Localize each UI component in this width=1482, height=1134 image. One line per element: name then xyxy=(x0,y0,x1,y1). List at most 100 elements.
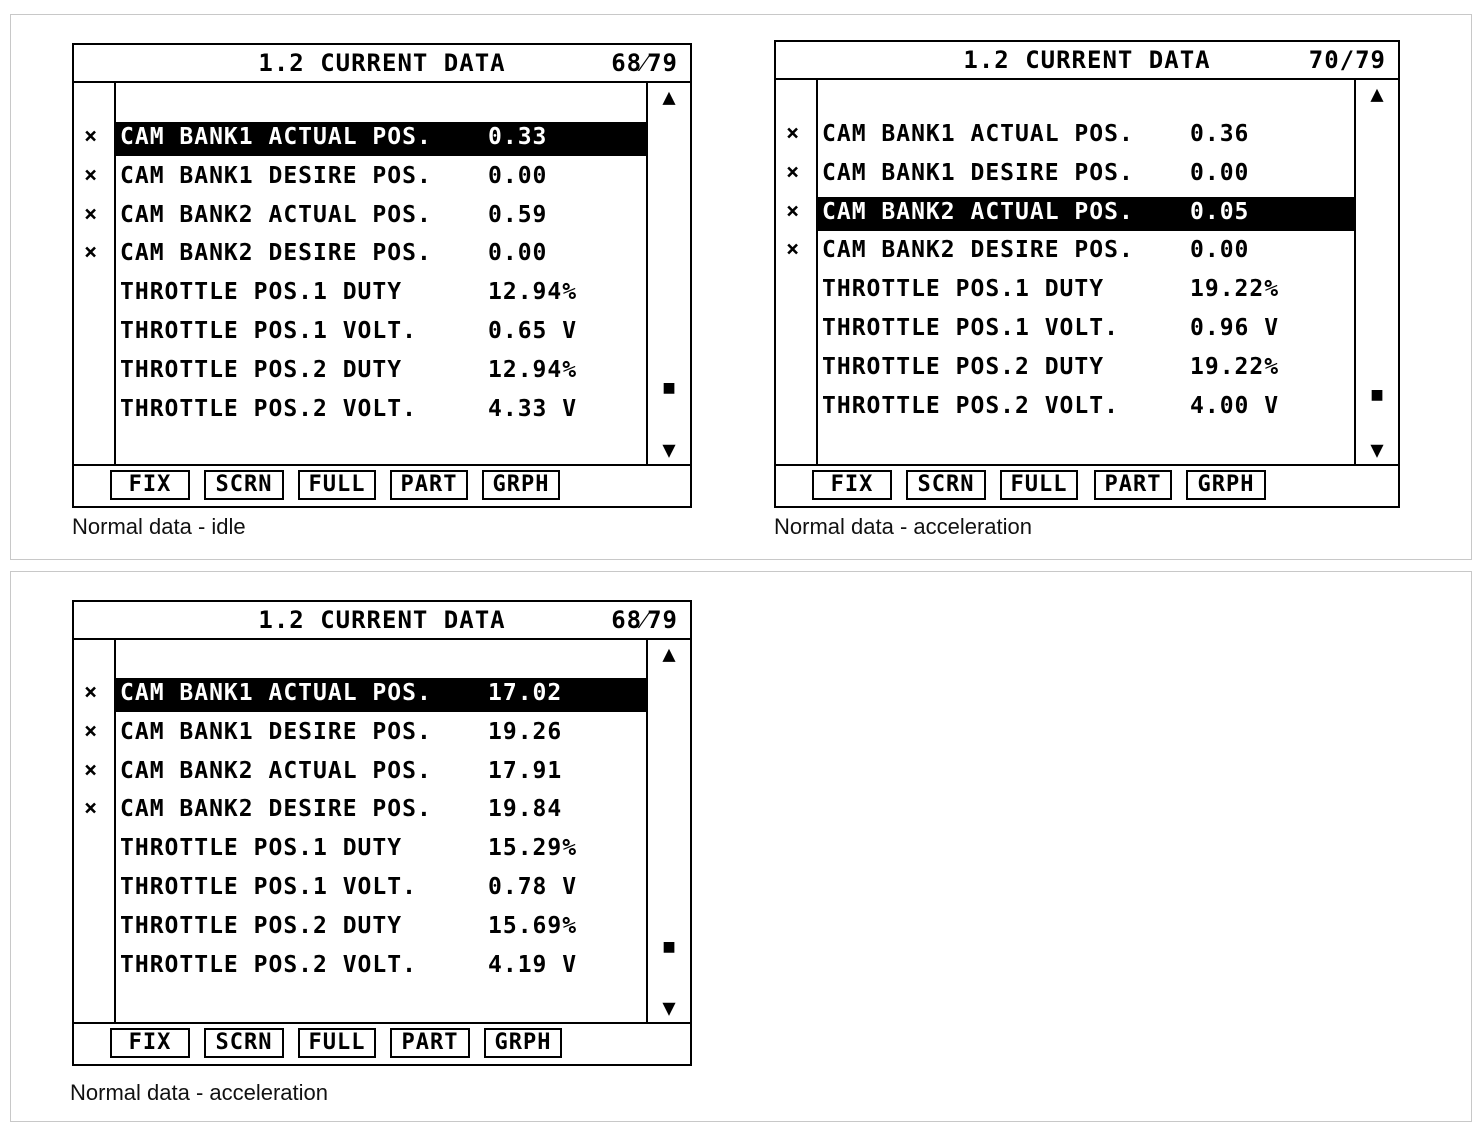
parameter-value: 0.59 xyxy=(488,202,548,228)
scrn-button[interactable]: SCRN xyxy=(906,470,986,500)
title-bar: 1.2 CURRENT DATA 68⁄79 xyxy=(74,602,690,640)
data-row[interactable]: CAM BANK1 DESIRE POS. 0.00 xyxy=(818,158,1354,192)
data-row[interactable]: CAM BANK2 DESIRE POS. 19.84 xyxy=(116,794,646,828)
data-row[interactable]: THROTTLE POS.1 VOLT. 0.96 V xyxy=(818,313,1354,347)
fix-marker-icon: × xyxy=(786,160,800,185)
scroll-thumb-icon[interactable]: ■ xyxy=(663,377,675,398)
parameter-name: CAM BANK2 DESIRE POS. xyxy=(120,796,432,822)
data-row[interactable]: THROTTLE POS.2 VOLT. 4.00 V xyxy=(818,391,1354,425)
parameter-name: THROTTLE POS.1 VOLT. xyxy=(120,874,417,900)
parameter-value: 0.36 xyxy=(1190,121,1250,147)
part-button[interactable]: PART xyxy=(390,1028,470,1058)
data-row[interactable]: CAM BANK2 DESIRE POS. 0.00 xyxy=(818,235,1354,269)
fix-marker-icon: × xyxy=(84,124,98,149)
scrollbar[interactable]: ▲ ■ ▼ xyxy=(646,638,690,1024)
parameter-name: THROTTLE POS.2 DUTY xyxy=(822,354,1105,380)
grph-button[interactable]: GRPH xyxy=(482,470,560,500)
scroll-down-icon[interactable]: ▼ xyxy=(662,438,676,463)
screen-title: 1.2 CURRENT DATA xyxy=(258,606,506,634)
parameter-value: 0.05 xyxy=(1190,199,1250,225)
scroll-up-icon[interactable]: ▲ xyxy=(662,85,676,110)
parameter-value: 0.00 xyxy=(488,240,548,266)
data-row[interactable]: CAM BANK1 DESIRE POS. 19.26 xyxy=(116,717,646,751)
fix-marker-icon: × xyxy=(786,199,800,224)
title-bar: 1.2 CURRENT DATA 70/79 xyxy=(776,42,1398,80)
parameter-value: 19.22% xyxy=(1190,354,1280,380)
scroll-up-icon[interactable]: ▲ xyxy=(1370,82,1384,107)
data-row[interactable]: THROTTLE POS.2 DUTY 19.22% xyxy=(818,352,1354,386)
data-row[interactable]: CAM BANK1 ACTUAL POS. 0.33 xyxy=(116,122,646,156)
scroll-down-icon[interactable]: ▼ xyxy=(662,996,676,1021)
grph-button[interactable]: GRPH xyxy=(1186,470,1266,500)
parameter-name: CAM BANK2 ACTUAL POS. xyxy=(822,199,1134,225)
full-button[interactable]: FULL xyxy=(298,1028,376,1058)
parameter-name: THROTTLE POS.1 VOLT. xyxy=(822,315,1119,341)
scrn-button[interactable]: SCRN xyxy=(204,470,284,500)
part-button[interactable]: PART xyxy=(1094,470,1172,500)
screen-title: 1.2 CURRENT DATA xyxy=(258,49,506,77)
grph-button[interactable]: GRPH xyxy=(484,1028,562,1058)
parameter-value: 0.00 xyxy=(1190,160,1250,186)
marker-column: × × × × xyxy=(74,638,116,1024)
data-row[interactable]: THROTTLE POS.2 VOLT. 4.19 V xyxy=(116,950,646,984)
fix-button[interactable]: FIX xyxy=(110,470,190,500)
data-list: CAM BANK1 ACTUAL POS. 0.36 CAM BANK1 DESIR… xyxy=(818,78,1354,466)
data-row[interactable]: CAM BANK2 DESIRE POS. 0.00 xyxy=(116,238,646,272)
scroll-thumb-icon[interactable]: ■ xyxy=(1371,384,1383,405)
function-key-bar: FIX SCRN FULL PART GRPH xyxy=(776,464,1398,506)
title-bar: 1.2 CURRENT DATA 68⁄79 xyxy=(74,45,690,83)
data-row[interactable]: CAM BANK2 ACTUAL POS. 0.59 xyxy=(116,200,646,234)
parameter-value: 0.65 V xyxy=(488,318,578,344)
data-row[interactable]: THROTTLE POS.1 VOLT. 0.78 V xyxy=(116,872,646,906)
scroll-thumb-icon[interactable]: ■ xyxy=(663,936,675,957)
parameter-value: 15.69% xyxy=(488,913,578,939)
fix-button[interactable]: FIX xyxy=(110,1028,190,1058)
caption-idle: Normal data - idle xyxy=(72,514,246,539)
scrollbar[interactable]: ▲ ■ ▼ xyxy=(646,81,690,466)
page-counter: 68⁄79 xyxy=(611,49,678,77)
data-row[interactable]: CAM BANK1 ACTUAL POS. 17.02 xyxy=(116,678,646,712)
data-row[interactable]: THROTTLE POS.1 DUTY 19.22% xyxy=(818,274,1354,308)
scrn-button[interactable]: SCRN xyxy=(204,1028,284,1058)
fix-button[interactable]: FIX xyxy=(812,470,892,500)
parameter-value: 0.00 xyxy=(488,163,548,189)
fix-marker-icon: × xyxy=(84,202,98,227)
data-row[interactable]: CAM BANK2 ACTUAL POS. 0.05 xyxy=(818,197,1354,231)
scan-screen-acceleration: 1.2 CURRENT DATA 70/79 × × × × CAM BANK1 AC… xyxy=(774,40,1400,508)
data-row[interactable]: CAM BANK1 DESIRE POS. 0.00 xyxy=(116,161,646,195)
data-row[interactable]: THROTTLE POS.1 DUTY 12.94% xyxy=(116,277,646,311)
parameter-name: CAM BANK2 ACTUAL POS. xyxy=(120,758,432,784)
parameter-name: CAM BANK2 DESIRE POS. xyxy=(120,240,432,266)
parameter-value: 0.00 xyxy=(1190,237,1250,263)
full-button[interactable]: FULL xyxy=(1000,470,1078,500)
parameter-value: 19.22% xyxy=(1190,276,1280,302)
marker-column: × × × × xyxy=(776,78,818,466)
data-list: CAM BANK1 ACTUAL POS. 0.33 CAM BANK1 DESIR… xyxy=(116,81,646,466)
data-row[interactable]: THROTTLE POS.1 VOLT. 0.65 V xyxy=(116,316,646,350)
part-button[interactable]: PART xyxy=(390,470,468,500)
caption-acceleration: Normal data - acceleration xyxy=(774,514,1033,539)
parameter-name: CAM BANK1 ACTUAL POS. xyxy=(120,680,432,706)
parameter-value: 17.91 xyxy=(488,758,563,784)
fix-marker-icon: × xyxy=(84,758,98,783)
page-counter: 70/79 xyxy=(1308,46,1386,74)
data-row[interactable]: THROTTLE POS.2 VOLT. 4.33 V xyxy=(116,394,646,428)
scan-screen-idle: 1.2 CURRENT DATA 68⁄79 × × × × CAM BANK1 AC… xyxy=(72,43,692,508)
data-row[interactable]: THROTTLE POS.1 DUTY 15.29% xyxy=(116,833,646,867)
full-button[interactable]: FULL xyxy=(298,470,376,500)
marker-column: × × × × xyxy=(74,81,116,466)
parameter-value: 15.29% xyxy=(488,835,578,861)
fix-marker-icon: × xyxy=(84,796,98,821)
scroll-up-icon[interactable]: ▲ xyxy=(662,642,676,667)
fix-marker-icon: × xyxy=(84,240,98,265)
parameter-name: THROTTLE POS.1 DUTY xyxy=(822,276,1105,302)
data-row[interactable]: CAM BANK1 ACTUAL POS. 0.36 xyxy=(818,119,1354,153)
scrollbar[interactable]: ▲ ■ ▼ xyxy=(1354,78,1398,466)
parameter-name: THROTTLE POS.2 VOLT. xyxy=(822,393,1119,419)
data-row[interactable]: CAM BANK2 ACTUAL POS. 17.91 xyxy=(116,756,646,790)
scroll-down-icon[interactable]: ▼ xyxy=(1370,438,1384,463)
data-row[interactable]: THROTTLE POS.2 DUTY 15.69% xyxy=(116,911,646,945)
page-counter: 68⁄79 xyxy=(611,606,678,634)
data-row[interactable]: THROTTLE POS.2 DUTY 12.94% xyxy=(116,355,646,389)
parameter-value: 12.94% xyxy=(488,279,578,305)
